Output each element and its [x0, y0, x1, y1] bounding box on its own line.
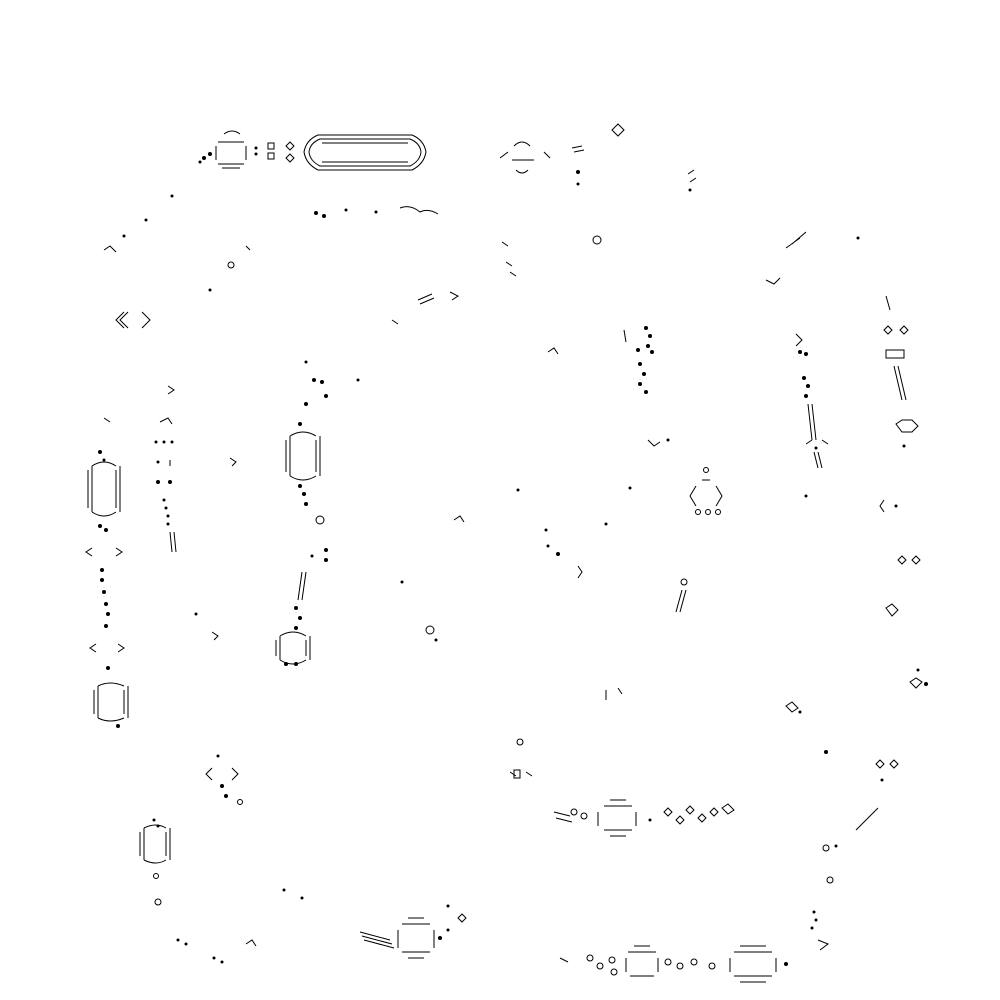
top-center-bracket-motif — [499, 123, 697, 192]
bottom-middle-capsule-row — [509, 738, 735, 837]
far-right-column — [879, 295, 928, 689]
center-left-vertical-capsule — [285, 360, 360, 525]
bottom-center-capsule — [359, 904, 467, 959]
center-diagonal-dash — [605, 578, 688, 700]
left-dot-column — [89, 568, 125, 670]
lower-right-scatter — [785, 701, 899, 951]
left-vertical-capsule-lower — [93, 682, 129, 728]
upper-scatter-dots — [103, 194, 860, 292]
left-bracket-pair-upper — [115, 311, 151, 329]
left-inner-dot-column — [103, 385, 237, 553]
top-left-bracket-cluster — [198, 130, 295, 169]
right-inner-column — [795, 333, 829, 498]
left-vertical-capsule-large — [85, 450, 123, 557]
bottom-left-cluster — [139, 754, 304, 964]
center-right-dotted-column — [623, 326, 670, 447]
bottom-right-capsule-row — [559, 945, 788, 983]
center-dash-cluster — [391, 291, 459, 325]
center-right-bracket-motif — [689, 467, 723, 515]
top-horizontal-capsule — [303, 134, 427, 171]
center-left-lower-column — [294, 548, 328, 630]
center-misc-marks — [194, 347, 632, 642]
center-left-lower-capsule — [275, 631, 311, 666]
